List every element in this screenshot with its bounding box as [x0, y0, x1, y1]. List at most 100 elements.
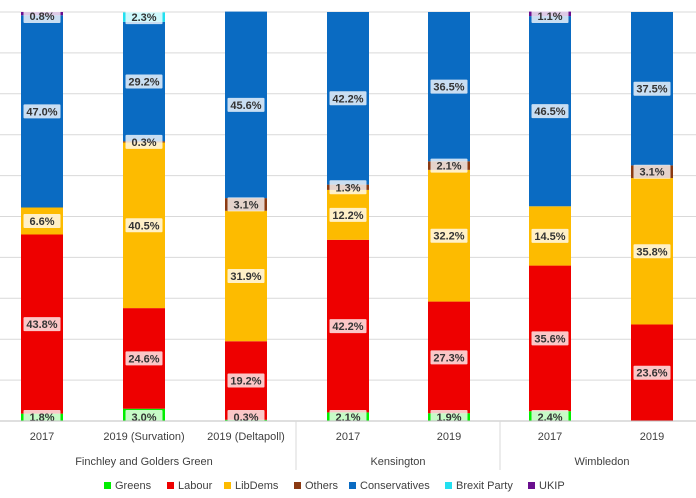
legend-item-greens: Greens [104, 480, 152, 492]
data-label-text: 37.5% [636, 84, 667, 96]
data-label-text: 1.3% [335, 182, 360, 194]
data-label-text: 0.3% [233, 412, 258, 424]
legend-label: Labour [178, 480, 213, 492]
data-label: 35.8% [633, 244, 671, 259]
legend-item-brexit-party: Brexit Party [445, 480, 513, 492]
data-label: 29.2% [125, 74, 163, 89]
data-label: 3.1% [633, 164, 671, 179]
data-label-text: 2.1% [436, 161, 461, 173]
data-label-text: 1.1% [537, 11, 562, 23]
data-label: 46.5% [531, 104, 569, 119]
x-axis: 2017 2019 (Survation) 2019 (Deltapoll) 2017… [0, 420, 696, 470]
data-label-text: 2.4% [537, 412, 562, 424]
data-label-text: 19.2% [230, 376, 261, 388]
data-label-text: 45.6% [230, 100, 261, 112]
data-label-box [531, 228, 569, 243]
data-label: 45.6% [227, 97, 265, 112]
data-label-box [329, 207, 367, 222]
legend-swatch [104, 482, 111, 489]
data-label: 2.3% [125, 10, 163, 25]
legend-item-others: Others [294, 480, 339, 492]
data-label-box [633, 365, 671, 380]
data-label-text: 46.5% [534, 106, 565, 118]
data-label: 3.0% [125, 410, 163, 424]
data-label: 14.5% [531, 228, 569, 243]
data-label-box [430, 350, 468, 365]
data-label-text: 12.2% [332, 210, 363, 222]
legend-item-ukip: UKIP [528, 480, 565, 492]
data-label-text: 3.1% [639, 167, 664, 179]
data-label-text: 43.8% [26, 319, 57, 331]
data-label: 42.2% [329, 319, 367, 334]
data-label-box [23, 104, 61, 119]
data-label-text: 29.2% [128, 77, 159, 89]
data-label-text: 23.6% [636, 368, 667, 380]
data-label-box [23, 213, 61, 228]
legend-label: LibDems [235, 480, 279, 492]
data-label-text: 2.3% [131, 12, 156, 24]
data-label-text: 0.8% [29, 11, 54, 23]
data-label-box [23, 317, 61, 332]
data-label-box [430, 228, 468, 243]
legend-label: Conservatives [360, 480, 430, 492]
data-label-text: 14.5% [534, 231, 565, 243]
x-tick-label: 2019 (Deltapoll) [207, 431, 285, 443]
data-label: 2.1% [329, 410, 367, 424]
legend-label: UKIP [539, 480, 565, 492]
data-label-box [633, 164, 671, 179]
legend-swatch [294, 482, 301, 489]
data-label: 47.0% [23, 104, 61, 119]
data-label: 19.2% [227, 373, 265, 388]
data-label-box [125, 351, 163, 366]
data-label-text: 35.8% [636, 246, 667, 258]
data-label-text: 24.6% [128, 353, 159, 365]
data-label-text: 32.2% [433, 231, 464, 243]
x-group-label: Kensington [370, 456, 425, 468]
data-label-box [329, 91, 367, 106]
x-tick-label: 2017 [336, 431, 360, 443]
legend-item-conservatives: Conservatives [349, 480, 430, 492]
legend-label: Others [305, 480, 339, 492]
data-label: 35.6% [531, 331, 569, 346]
data-label: 24.6% [125, 351, 163, 366]
data-label-box [430, 79, 468, 94]
data-label: 32.2% [430, 228, 468, 243]
data-label-text: 47.0% [26, 106, 57, 118]
data-label-box [125, 74, 163, 89]
legend-swatch [224, 482, 231, 489]
data-label: 43.8% [23, 317, 61, 332]
data-label-text: 27.3% [433, 352, 464, 364]
data-label-text: 0.3% [131, 137, 156, 149]
data-label-box [227, 197, 265, 212]
data-label: 0.8% [23, 9, 61, 23]
x-group-label: Finchley and Golders Green [75, 456, 213, 468]
x-tick-label: 2019 (Survation) [103, 431, 184, 443]
data-label-text: 3.1% [233, 199, 258, 211]
data-label-box [227, 373, 265, 388]
data-label-text: 1.9% [436, 412, 461, 424]
data-label: 1.3% [329, 180, 367, 195]
legend: Greens Labour LibDems Others Conservatives Br… [104, 480, 565, 492]
data-label-text: 1.8% [29, 412, 54, 424]
data-label-box [329, 180, 367, 195]
legend-item-labour: Labour [167, 480, 213, 492]
data-label-text: 42.2% [332, 321, 363, 333]
x-tick-label: 2017 [538, 431, 562, 443]
x-tick-label: 2017 [30, 431, 54, 443]
data-label: 42.2% [329, 91, 367, 106]
data-label-box [531, 9, 569, 23]
data-label-text: 42.2% [332, 93, 363, 105]
legend-label: Greens [115, 480, 152, 492]
data-label: 40.5% [125, 218, 163, 233]
legend-swatch [528, 482, 535, 489]
legend-item-libdems: LibDems [224, 480, 279, 492]
data-label: 23.6% [633, 365, 671, 380]
legend-swatch [445, 482, 452, 489]
data-label-box [227, 269, 265, 284]
legend-swatch [349, 482, 356, 489]
data-label-box [633, 81, 671, 96]
data-label-box [125, 10, 163, 25]
data-label-text: 6.6% [29, 216, 54, 228]
x-group-label: Wimbledon [574, 456, 629, 468]
